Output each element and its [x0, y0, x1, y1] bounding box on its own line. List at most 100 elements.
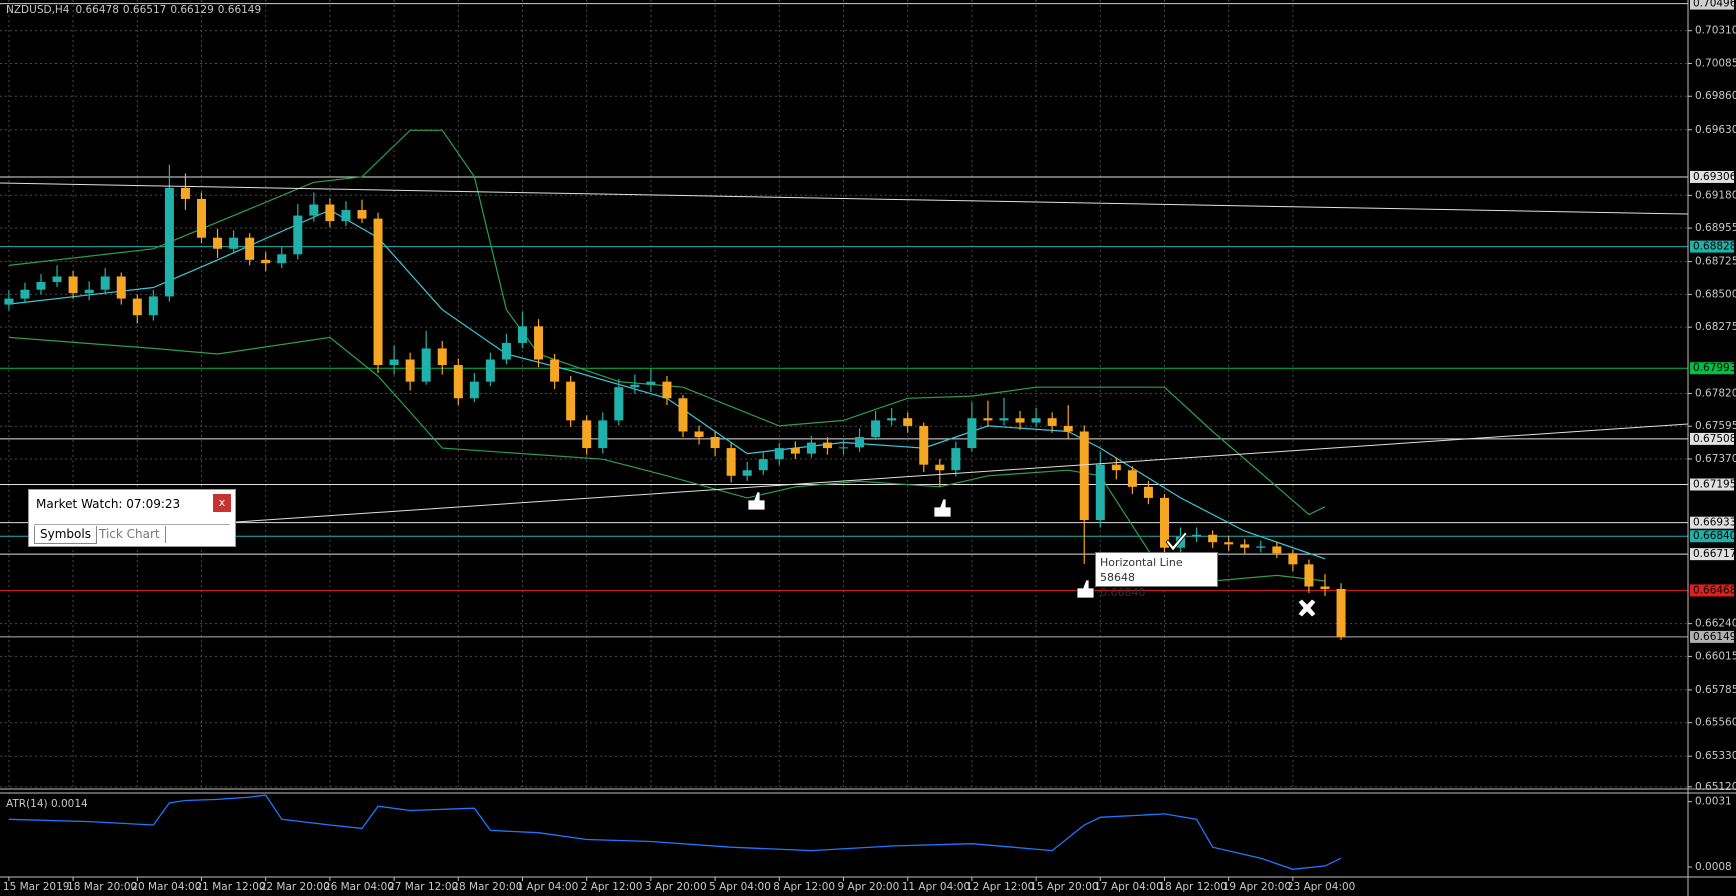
level-label: 0.66468 [1693, 584, 1736, 596]
tab[interactable]: Tick Chart [94, 526, 166, 543]
candle-body [261, 259, 271, 264]
y-tick-label: 0.65330 [1695, 750, 1736, 762]
tooltip-value: 0.66840 [1100, 586, 1146, 599]
candle-body [68, 276, 78, 294]
level-label-box [1690, 584, 1734, 597]
candle-body [180, 187, 190, 199]
tab-bar: Symbols Tick Chart [34, 524, 230, 544]
y-tick-label: 0.68275 [1695, 321, 1736, 333]
candle-body [1143, 486, 1153, 498]
candle-body [614, 387, 624, 421]
candle-body [967, 418, 977, 449]
candle-body [678, 398, 688, 432]
candle-body [148, 296, 158, 316]
level-label-box [1690, 0, 1734, 10]
tooltip: Horizontal Line 58648 0.66840 [1095, 552, 1218, 599]
candle-body [357, 210, 367, 219]
candle-body [630, 384, 640, 388]
candle-body [421, 348, 431, 382]
candle-body [1272, 546, 1282, 554]
level-label: 0.66840 [1693, 530, 1736, 542]
level-label: 0.67195 [1693, 479, 1736, 491]
trend-line [0, 182, 1689, 215]
candle-body [469, 381, 479, 399]
candle-body [806, 442, 816, 454]
candle-body [951, 448, 961, 471]
last-close: 0.66149 [218, 4, 261, 16]
candle-body [598, 420, 608, 449]
candle-body [20, 289, 30, 299]
candle-body [694, 431, 704, 438]
candle-body [164, 187, 174, 297]
candle-body [839, 447, 848, 449]
candle-body [518, 326, 527, 343]
candle-body [582, 420, 592, 449]
candle-body [52, 276, 62, 282]
candle-body [935, 464, 945, 471]
level-label: 0.69306 [1693, 171, 1736, 183]
candle-body [534, 326, 544, 360]
y-tick-label: 0.66015 [1695, 650, 1736, 662]
candle-body [84, 289, 94, 294]
x-tick-label: 22 Mar 20:00 [260, 881, 330, 893]
candle-body [293, 215, 303, 255]
last-open: 0.66478 [75, 4, 118, 16]
candle-body [887, 418, 897, 421]
candle-body [1208, 534, 1218, 543]
candle-body [1336, 588, 1346, 637]
candle-body [1111, 464, 1121, 471]
level-label-box [1690, 170, 1734, 183]
level-label-box [1690, 516, 1734, 529]
candle-body [277, 254, 287, 264]
candle-body [871, 420, 881, 438]
x-tick-label: 28 Mar 20:00 [452, 881, 522, 893]
candle-body [485, 359, 495, 382]
candle-body [1063, 425, 1073, 432]
indicator-line [8, 209, 1326, 560]
level-label-box [1690, 240, 1734, 253]
y-tick-label: 0.65785 [1695, 684, 1736, 696]
trend-line [235, 423, 1689, 523]
last-low: 0.66129 [170, 4, 213, 16]
level-label: 0.66149 [1693, 631, 1736, 643]
x-tick-label: 27 Mar 12:00 [388, 881, 458, 893]
symbol: NZDUSD,H4 [6, 4, 70, 16]
panel-title: Market Watch: 07:09:23 [36, 497, 181, 511]
level-label-box [1690, 548, 1734, 561]
candle-body [710, 437, 720, 449]
x-tick-label: 15 Mar 2019 [3, 881, 70, 893]
y-tick-label: 0.67370 [1695, 453, 1736, 465]
candle-body [758, 459, 768, 471]
x-tick-label: 11 Apr 04:00 [902, 881, 970, 893]
candle-body [1320, 586, 1330, 589]
candle-body [1288, 553, 1298, 565]
thumbs-up-icon [747, 491, 766, 511]
close-button[interactable]: x [213, 494, 231, 512]
y-tick-label: 0.0008 [1695, 861, 1732, 873]
candle-body [903, 418, 913, 426]
tab[interactable]: Symbols [34, 526, 97, 544]
level-label: 0.68828 [1693, 241, 1736, 253]
y-tick-label: 0.69630 [1695, 124, 1736, 136]
y-tick-label: 0.66240 [1695, 618, 1736, 630]
y-tick-label: 0.68955 [1695, 222, 1736, 234]
candle-body [726, 448, 736, 476]
y-tick-label: 0.69860 [1695, 90, 1736, 102]
candle-body [1015, 418, 1025, 423]
last-high: 0.66517 [123, 4, 166, 16]
candle-body [919, 425, 929, 465]
candle-body [566, 381, 576, 421]
candle-body [1240, 544, 1250, 548]
indicator-line [8, 129, 1326, 516]
candle-body [229, 237, 239, 249]
tooltip-title: Horizontal Line 58648 [1100, 556, 1183, 584]
candle-body [341, 210, 351, 222]
y-tick-label: 0.67820 [1695, 387, 1736, 399]
symbol-header: NZDUSD,H4 0.66478 0.66517 0.66129 0.66149 [6, 4, 261, 16]
candle-body [245, 237, 255, 260]
candle-body [373, 218, 383, 366]
candle-body [774, 448, 784, 460]
x-tick-label: 18 Apr 12:00 [1159, 881, 1227, 893]
